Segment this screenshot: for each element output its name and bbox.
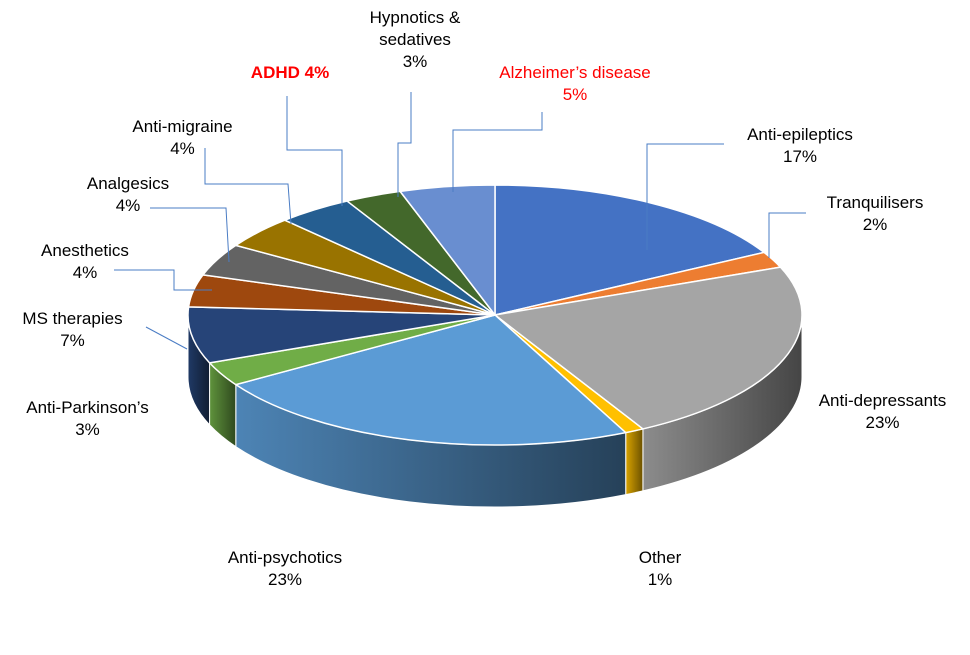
data-label-text: sedatives xyxy=(379,30,451,49)
pie-slice-anti-depressants xyxy=(494,266,803,430)
pie-slice-anti-psychotics xyxy=(235,314,627,446)
data-label-text: 23% xyxy=(267,570,303,589)
data-label-text: Alzheimer’s disease xyxy=(499,63,651,82)
pie-slice-anti-epileptics xyxy=(494,184,765,316)
data-label-text: Anti-depressants xyxy=(818,391,947,410)
data-label-anti-depressants: Anti-depressants 23% xyxy=(800,390,965,434)
data-label-ms-therapies: MS therapies 7% xyxy=(0,308,145,352)
data-label-alzheimer-s-disease: Alzheimer’s disease 5% xyxy=(470,62,680,106)
data-label-text: Anti-psychotics xyxy=(227,548,343,567)
data-label-anti-psychotics: Anti-psychotics 23% xyxy=(195,547,375,591)
pie-slice-ms-therapies xyxy=(187,306,496,364)
leader-lines xyxy=(114,92,806,350)
data-label-text: 3% xyxy=(402,52,428,71)
data-label-text: 3% xyxy=(75,420,100,439)
data-label-text: 4% xyxy=(115,196,141,215)
data-label-anti-parkinson-s: Anti-Parkinson’s 3% xyxy=(5,397,170,441)
leader-line-anti-epileptics xyxy=(646,143,724,250)
leader-line-alzheimer-s-disease xyxy=(452,112,543,192)
data-label-text: Other xyxy=(638,548,682,567)
data-label-text: 4% xyxy=(170,139,195,158)
data-label-anti-migraine: Anti-migraine 4% xyxy=(100,116,265,160)
data-label-text: 23% xyxy=(865,413,900,432)
data-label-text: MS therapies xyxy=(22,309,123,328)
data-label-text: Hypnotics & xyxy=(369,8,461,27)
data-label-text: Anti-epileptics xyxy=(747,125,853,144)
data-label-text: Anti-Parkinson’s xyxy=(26,398,149,417)
data-label-text: Anti-migraine xyxy=(132,117,233,136)
data-label-text: ADHD 4% xyxy=(250,63,330,82)
data-label-text: 17% xyxy=(782,147,818,166)
data-label-anti-epileptics: Anti-epileptics 17% xyxy=(715,124,885,168)
data-label-text: 5% xyxy=(562,85,588,104)
leader-line-adhd xyxy=(286,96,343,206)
leader-line-tranquilisers xyxy=(768,212,806,258)
data-label-text: 1% xyxy=(647,570,673,589)
leader-line-analgesics xyxy=(150,207,230,263)
leader-line-hypnotics-sedatives xyxy=(397,92,412,197)
leader-line-anesthetics xyxy=(114,269,212,291)
data-label-text: 4% xyxy=(72,263,98,282)
pie-top-layer xyxy=(187,184,803,446)
data-label-text: 7% xyxy=(60,331,85,350)
leader-line-ms-therapies xyxy=(145,326,188,350)
pie-side-other xyxy=(625,428,644,496)
data-label-tranquilisers: Tranquilisers 2% xyxy=(800,192,950,236)
data-label-hypnotics-sedatives: Hypnotics & sedatives 3% xyxy=(330,7,500,73)
data-label-other: Other 1% xyxy=(620,547,700,591)
data-label-text: Analgesics xyxy=(86,174,170,193)
data-label-text: Tranquilisers xyxy=(826,193,924,212)
leader-line-anti-migraine xyxy=(204,148,292,225)
data-label-anesthetics: Anesthetics 4% xyxy=(0,240,170,284)
data-label-text: Anesthetics xyxy=(41,241,129,260)
data-label-adhd: ADHD 4% xyxy=(225,62,355,84)
pie-slice-alzheimer-s-disease xyxy=(399,184,496,316)
data-label-analgesics: Analgesics 4% xyxy=(58,173,198,217)
data-label-text: 2% xyxy=(862,215,888,234)
